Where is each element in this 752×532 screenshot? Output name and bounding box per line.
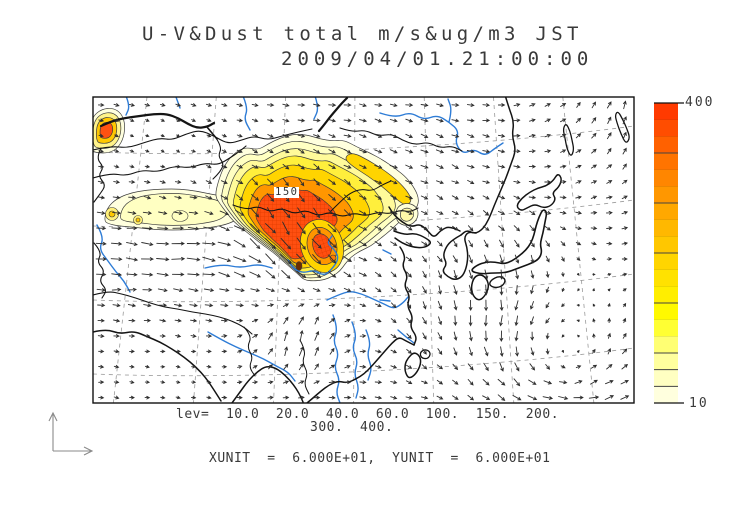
colorbar-min-label: 10 [689, 396, 709, 411]
dust-sub-spot [171, 210, 189, 222]
hokkaido-island [516, 173, 562, 211]
dust-sub-spot [329, 254, 337, 262]
baikal-east-border [339, 127, 463, 152]
vector-units-label: XUNIT = 6.000E+01, YUNIT = 6.000E+01 [209, 451, 551, 466]
dust-spot-bohai [395, 203, 419, 226]
river-red-river [365, 329, 372, 381]
myanmar-border [243, 326, 256, 377]
vietnam-coast [306, 337, 415, 403]
dust-sub-spot [295, 261, 303, 271]
dust-sub-spot [135, 217, 141, 223]
india-east-coast [231, 366, 304, 403]
lake-baikal [317, 97, 349, 133]
kamchatka-sliver [614, 111, 630, 143]
dust-spot-balkhash [93, 108, 125, 154]
river-siberia-river-2 [313, 97, 319, 120]
lake-balkhash [99, 112, 216, 129]
river-coast-stub-2 [379, 299, 391, 302]
dust-shaded-contours [93, 108, 419, 282]
colorbar-max-label: 400 [685, 95, 715, 110]
china-east-coast [399, 246, 417, 346]
kazakh-border-north [93, 128, 313, 151]
river-mekong-river [332, 314, 341, 403]
taiwan-island [404, 352, 422, 379]
map-interior [93, 97, 634, 403]
contour-label-150: 150 [274, 186, 300, 198]
plot-title-line1: U-V&Dust total m/s&ug/m3 JST [142, 23, 583, 45]
river-nw-river-1 [125, 97, 130, 116]
river-ganges-river [207, 331, 296, 382]
river-salween-river [351, 321, 359, 399]
indochina-border [299, 339, 310, 395]
xinjiang-border [212, 137, 224, 180]
korea-peninsula [442, 231, 477, 280]
plot-title-line2: 2009/04/01.21:00:00 [281, 48, 594, 70]
river-amur [379, 112, 504, 155]
vector-scale-axes [48, 411, 94, 456]
dust-sub-spot [108, 210, 116, 218]
kyushu-island [470, 274, 490, 301]
mongolia-south-border [232, 204, 419, 217]
border-ne-branch [329, 180, 392, 213]
coastlines-borders [93, 97, 630, 403]
river-coast-stub-1 [382, 249, 392, 255]
bohai-north-coast [388, 206, 461, 237]
river-yangtze-river [326, 291, 409, 309]
west-edge-border [93, 242, 107, 299]
river-amur-branch [447, 98, 452, 123]
river-pearl-river [397, 329, 415, 344]
graticule [93, 97, 634, 403]
river-west-edge-river [96, 224, 131, 293]
shandong-peninsula [393, 230, 432, 249]
honshu-island [471, 209, 548, 275]
wind-vectors [95, 100, 630, 402]
himalaya-border [93, 291, 253, 335]
hainan-island [419, 349, 431, 360]
river-siberia-river-1 [242, 97, 251, 131]
contour-levels-label-1: lev= 10.0 20.0 40.0 60.0 100. 150. 200. [176, 407, 560, 422]
ne-coast-main [460, 97, 516, 236]
river-tsangpo-river [204, 264, 273, 269]
map-frame [92, 96, 635, 404]
kazakh-border-south [93, 145, 247, 179]
balkhash-south-border [93, 147, 105, 203]
contour-levels-label-2: 300. 400. [310, 420, 394, 435]
shikoku-island [489, 276, 506, 289]
colorbar [654, 102, 684, 404]
india-west-coast [93, 329, 222, 402]
